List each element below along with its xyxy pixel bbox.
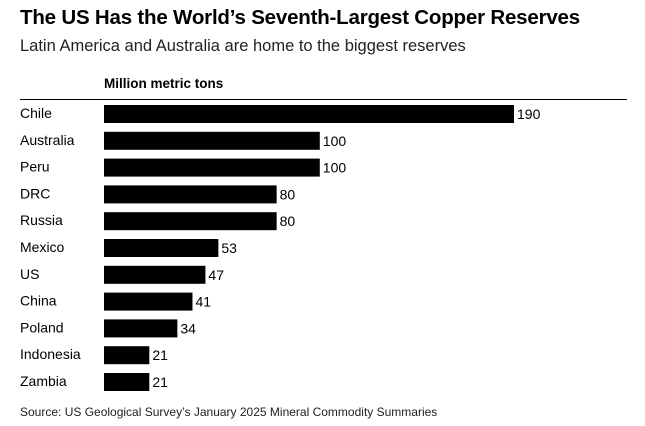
value-label-chile: 190 — [517, 106, 541, 122]
chart-subtitle: Latin America and Australia are home to … — [20, 37, 466, 55]
category-label-zambia: Zambia — [20, 373, 67, 389]
bar-russia — [104, 212, 277, 231]
source-note: Source: US Geological Survey’s January 2… — [20, 405, 438, 419]
category-label-australia: Australia — [20, 132, 75, 148]
value-label-poland: 34 — [180, 320, 196, 336]
bar-mexico — [104, 239, 219, 257]
value-label-us: 47 — [208, 267, 224, 283]
category-label-russia: Russia — [20, 212, 63, 228]
bar-chile — [104, 105, 514, 123]
bar-poland — [104, 319, 178, 338]
unit-label: Million metric tons — [104, 76, 224, 91]
bar-zambia — [104, 373, 150, 391]
bar-peru — [104, 158, 320, 177]
bar-drc — [104, 185, 277, 204]
bar-us — [104, 265, 206, 284]
bar-china — [104, 292, 193, 311]
category-label-china: China — [20, 293, 57, 309]
category-label-peru: Peru — [20, 159, 50, 175]
value-label-indonesia: 21 — [152, 347, 168, 363]
value-label-mexico: 53 — [221, 240, 237, 256]
category-label-drc: DRC — [20, 185, 50, 201]
header-rule — [20, 99, 627, 100]
value-label-peru: 100 — [323, 160, 347, 176]
bar-indonesia — [104, 346, 150, 365]
value-label-australia: 100 — [323, 133, 347, 149]
category-label-indonesia: Indonesia — [20, 346, 81, 362]
category-label-chile: Chile — [20, 105, 52, 121]
value-label-zambia: 21 — [152, 374, 168, 390]
value-label-china: 41 — [195, 294, 211, 310]
value-label-drc: 80 — [280, 186, 296, 202]
category-label-mexico: Mexico — [20, 239, 65, 255]
category-label-us: US — [20, 266, 39, 282]
value-label-russia: 80 — [280, 213, 296, 229]
bar-australia — [104, 131, 320, 150]
chart-title: The US Has the World’s Seventh-Largest C… — [20, 6, 580, 29]
category-label-poland: Poland — [20, 319, 64, 335]
